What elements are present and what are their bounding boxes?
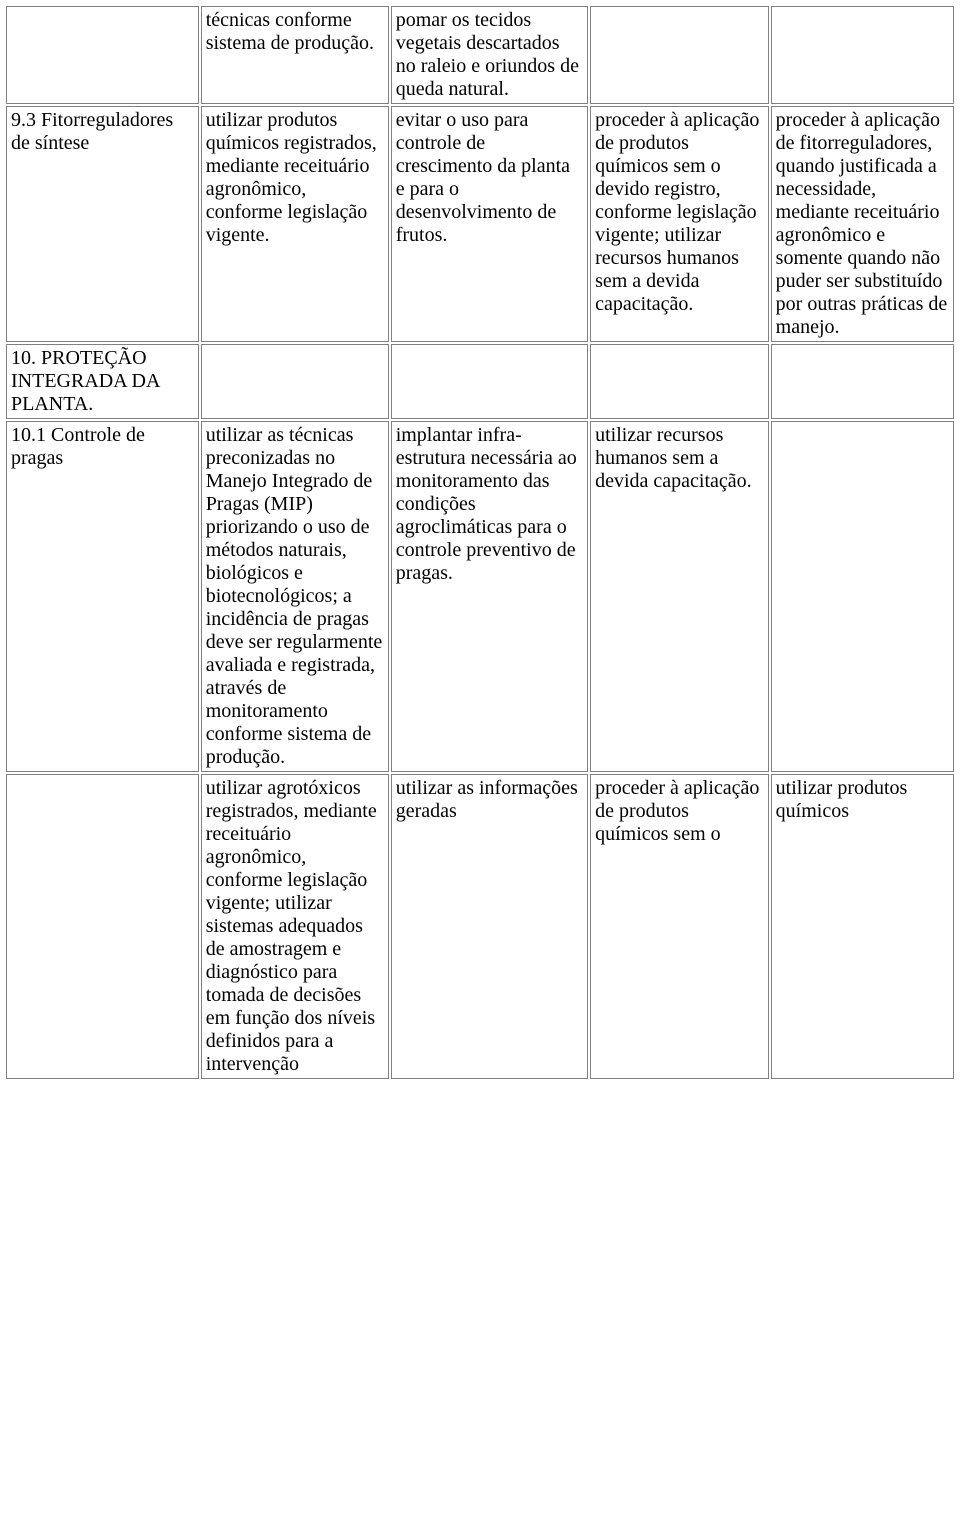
- cell-col4: utilizar recursos humanos sem a devida c…: [590, 421, 769, 772]
- document-table: técnicas conforme sistema de produção. p…: [4, 4, 956, 1081]
- cell-col2: utilizar produtos químicos registrados, …: [201, 106, 389, 342]
- cell-col1: 10. PROTEÇÃO INTEGRADA DA PLANTA.: [6, 344, 199, 419]
- table-row: técnicas conforme sistema de produção. p…: [6, 6, 954, 104]
- cell-col4: proceder à aplicação de produtos químico…: [590, 106, 769, 342]
- cell-col4: [590, 344, 769, 419]
- cell-col3: utilizar as informações geradas: [391, 774, 588, 1079]
- cell-col1: 9.3 Fitorreguladores de síntese: [6, 106, 199, 342]
- cell-col3: pomar os tecidos vegetais descartados no…: [391, 6, 588, 104]
- cell-col5: proceder à aplicação de fitorreguladores…: [771, 106, 954, 342]
- table-row: 9.3 Fitorreguladores de síntese utilizar…: [6, 106, 954, 342]
- cell-col5: [771, 6, 954, 104]
- cell-col5: [771, 421, 954, 772]
- cell-col3: evitar o uso para controle de cresciment…: [391, 106, 588, 342]
- table-body: técnicas conforme sistema de produção. p…: [6, 6, 954, 1079]
- table-row: 10.1 Controle de pragas utilizar as técn…: [6, 421, 954, 772]
- cell-col1: [6, 774, 199, 1079]
- cell-col4: [590, 6, 769, 104]
- cell-col1: [6, 6, 199, 104]
- cell-col5: utilizar produtos químicos: [771, 774, 954, 1079]
- cell-col3: implantar infra-estrutura necessária ao …: [391, 421, 588, 772]
- cell-col2: [201, 344, 389, 419]
- cell-col4: proceder à aplicação de produtos químico…: [590, 774, 769, 1079]
- cell-col2: utilizar as técnicas preconizadas no Man…: [201, 421, 389, 772]
- cell-col5: [771, 344, 954, 419]
- table-row: utilizar agrotóxicos registrados, median…: [6, 774, 954, 1079]
- table-row: 10. PROTEÇÃO INTEGRADA DA PLANTA.: [6, 344, 954, 419]
- cell-col2: utilizar agrotóxicos registrados, median…: [201, 774, 389, 1079]
- cell-col3: [391, 344, 588, 419]
- cell-col2: técnicas conforme sistema de produção.: [201, 6, 389, 104]
- cell-col1: 10.1 Controle de pragas: [6, 421, 199, 772]
